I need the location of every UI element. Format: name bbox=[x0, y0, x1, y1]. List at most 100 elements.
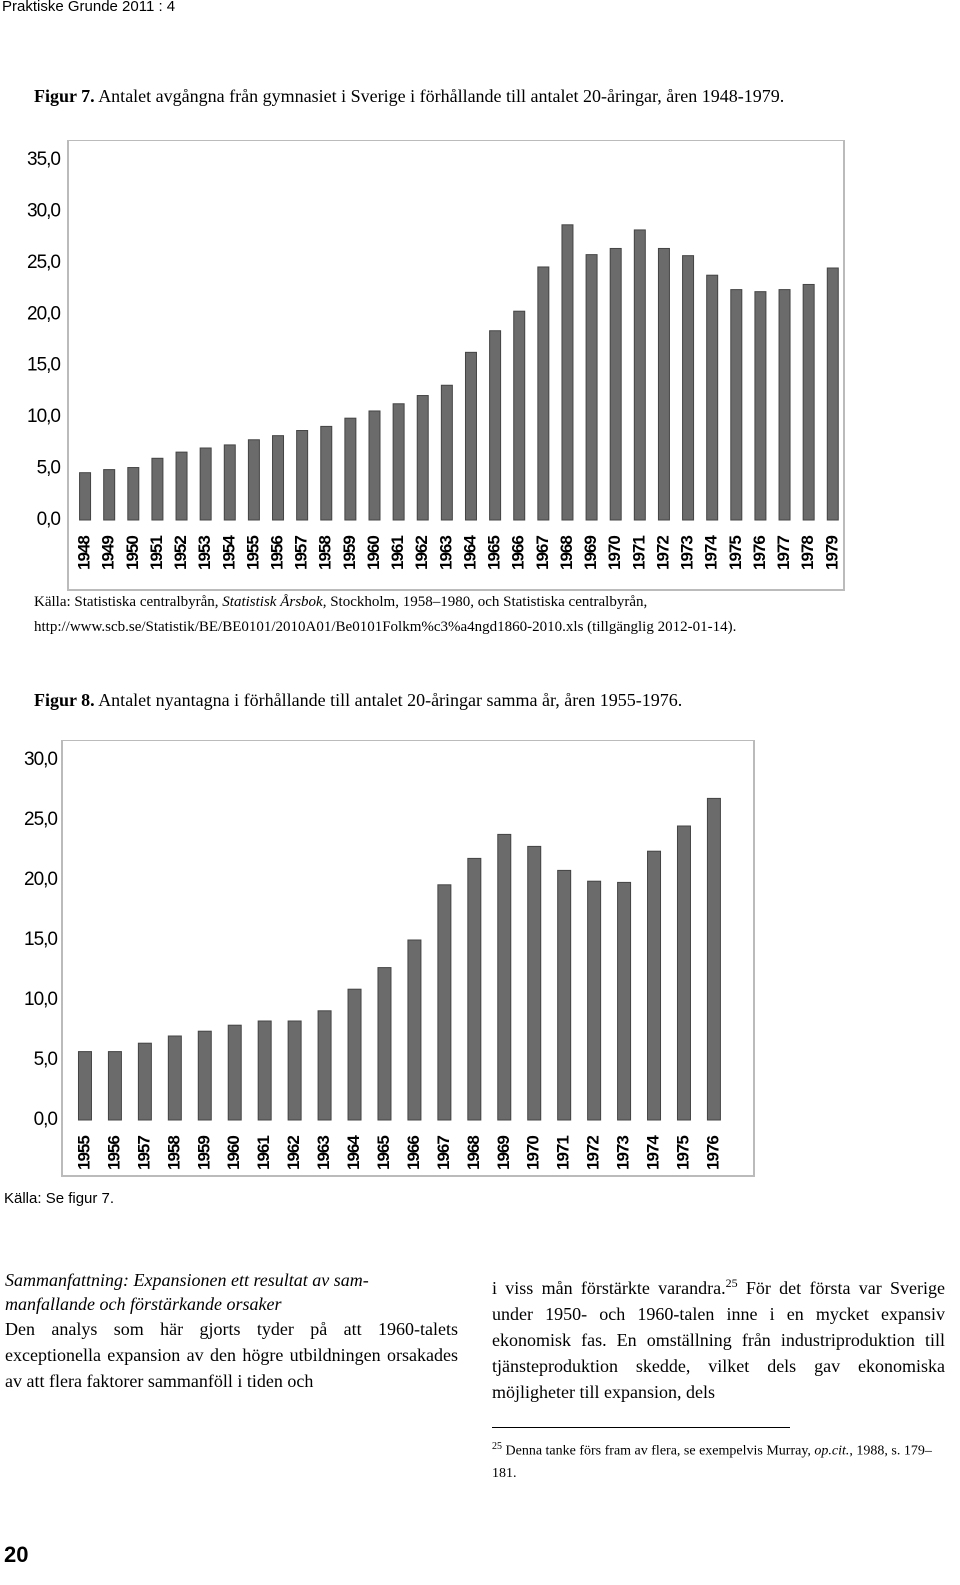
bar bbox=[137, 1042, 152, 1121]
x-tick-label: 1969 bbox=[581, 536, 600, 570]
x-tick-label: 1979 bbox=[822, 536, 841, 570]
caption-text: Antalet avgångna från gymnasiet i Sverig… bbox=[98, 86, 785, 106]
bar bbox=[585, 254, 598, 521]
bar bbox=[347, 988, 362, 1121]
bar bbox=[467, 857, 482, 1121]
bar bbox=[826, 267, 839, 521]
y-tick-label: 25,0 bbox=[24, 809, 57, 830]
x-tick-label: 1956 bbox=[268, 536, 287, 570]
figure-caption: Figur 8. Antalet nyantagna i förhållande… bbox=[34, 690, 682, 711]
bar bbox=[557, 869, 572, 1121]
x-tick-label: 1966 bbox=[404, 1136, 423, 1170]
x-tick-label: 1949 bbox=[99, 536, 118, 570]
figure-label: Figur 8. bbox=[34, 690, 95, 710]
x-tick-label: 1978 bbox=[798, 536, 817, 570]
bar bbox=[778, 289, 791, 521]
y-tick-label: 20,0 bbox=[27, 303, 60, 324]
x-tick-label: 1970 bbox=[605, 536, 624, 570]
x-tick-label: 1953 bbox=[195, 536, 214, 570]
bar bbox=[175, 451, 188, 521]
bar bbox=[489, 330, 502, 521]
x-tick-label: 1974 bbox=[702, 535, 721, 570]
bar bbox=[287, 1020, 302, 1121]
x-tick-label: 1976 bbox=[703, 1136, 722, 1170]
heading-line: Sammanfattning: Expansionen ett resultat… bbox=[5, 1270, 369, 1290]
bar bbox=[377, 967, 392, 1121]
x-tick-label: 1966 bbox=[509, 536, 528, 570]
x-tick-label: 1968 bbox=[464, 1136, 483, 1170]
bar bbox=[127, 467, 140, 521]
bar bbox=[107, 1051, 122, 1121]
bar bbox=[79, 472, 92, 521]
x-tick-label: 1968 bbox=[557, 536, 576, 570]
footnote-ref: 25 bbox=[725, 1276, 738, 1290]
source-url: http://www.scb.se/Statistik/BE/BE0101/20… bbox=[34, 619, 737, 635]
x-tick-label: 1965 bbox=[485, 536, 504, 570]
x-tick-label: 1973 bbox=[678, 536, 697, 570]
x-tick-label: 1957 bbox=[134, 1136, 153, 1170]
source-text: , Stockholm, 1958–1980, och Statistiska … bbox=[322, 594, 648, 610]
bar bbox=[344, 417, 357, 521]
bar bbox=[77, 1051, 92, 1121]
x-tick-label: 1975 bbox=[726, 536, 745, 570]
bar bbox=[657, 247, 670, 521]
x-tick-label: 1964 bbox=[344, 1135, 363, 1170]
bar bbox=[151, 457, 164, 521]
bar bbox=[513, 310, 526, 521]
x-tick-label: 1975 bbox=[673, 1136, 692, 1170]
y-tick-label: 35,0 bbox=[27, 149, 60, 170]
x-tick-label: 1954 bbox=[219, 535, 238, 570]
header: Praktiske Grunde 2011 : 4 bbox=[2, 0, 176, 15]
footnote-text: Denna tanke förs fram av flera, se exemp… bbox=[502, 1443, 815, 1459]
x-tick-label: 1961 bbox=[388, 536, 407, 570]
bar bbox=[317, 1010, 332, 1121]
x-tick-label: 1957 bbox=[292, 536, 311, 570]
x-tick-label: 1955 bbox=[74, 1136, 93, 1170]
y-tick-label: 30,0 bbox=[24, 749, 57, 770]
footnote-text: , 1988, s. 179–181. bbox=[492, 1443, 932, 1481]
y-tick-label: 5,0 bbox=[34, 1049, 58, 1070]
bar bbox=[706, 797, 721, 1121]
x-tick-label: 1960 bbox=[364, 536, 383, 570]
x-tick-label: 1960 bbox=[224, 1136, 243, 1170]
bar bbox=[320, 425, 333, 521]
y-tick-label: 30,0 bbox=[27, 200, 60, 221]
x-tick-label: 1973 bbox=[614, 1136, 633, 1170]
left-column: Sammanfattning: Expansionen ett resultat… bbox=[5, 1268, 458, 1394]
bar bbox=[587, 880, 602, 1121]
bar bbox=[537, 266, 550, 521]
bar bbox=[497, 833, 512, 1121]
bar bbox=[706, 274, 719, 521]
figure-label: Figur 7. bbox=[34, 86, 95, 106]
bar bbox=[392, 403, 405, 521]
footnote-number: 25 bbox=[492, 1441, 502, 1452]
section-heading: Sammanfattning: Expansionen ett resultat… bbox=[5, 1268, 458, 1316]
x-tick-label: 1967 bbox=[434, 1136, 453, 1170]
footnote-rule bbox=[492, 1427, 790, 1428]
bar bbox=[617, 881, 632, 1121]
x-tick-label: 1962 bbox=[284, 1136, 303, 1170]
source: Källa: Statistiska centralbyrån, Statist… bbox=[34, 590, 736, 640]
bar bbox=[440, 384, 453, 521]
source-italic: Statistisk Årsbok bbox=[222, 594, 323, 610]
x-tick-label: 1963 bbox=[314, 1136, 333, 1170]
bar bbox=[247, 439, 260, 521]
source-text: Källa: Statistiska centralbyrån, bbox=[34, 594, 223, 610]
x-tick-label: 1974 bbox=[644, 1135, 663, 1170]
y-tick-label: 0,0 bbox=[37, 509, 61, 530]
page-number: 20 bbox=[4, 1542, 29, 1567]
y-tick-label: 15,0 bbox=[27, 355, 60, 376]
chart: 0,0 5,0 10,0 15,0 20,0 25,0 30,0 35,0 1948 1949 19… bbox=[27, 140, 845, 591]
x-tick-label: 1976 bbox=[750, 536, 769, 570]
bar bbox=[754, 291, 767, 521]
x-tick-label: 1959 bbox=[194, 1136, 213, 1170]
paragraph: För det första var Sverige under 1950- o… bbox=[492, 1278, 945, 1402]
chart-frame bbox=[67, 140, 845, 591]
x-tick-label: 1950 bbox=[123, 536, 142, 570]
bar bbox=[416, 395, 429, 521]
y-tick-label: 10,0 bbox=[27, 406, 60, 427]
x-tick-label: 1971 bbox=[554, 1136, 573, 1170]
right-column: i viss mån förstärkte varandra.25 För de… bbox=[492, 1270, 945, 1405]
y-tick-label: 5,0 bbox=[37, 458, 61, 479]
